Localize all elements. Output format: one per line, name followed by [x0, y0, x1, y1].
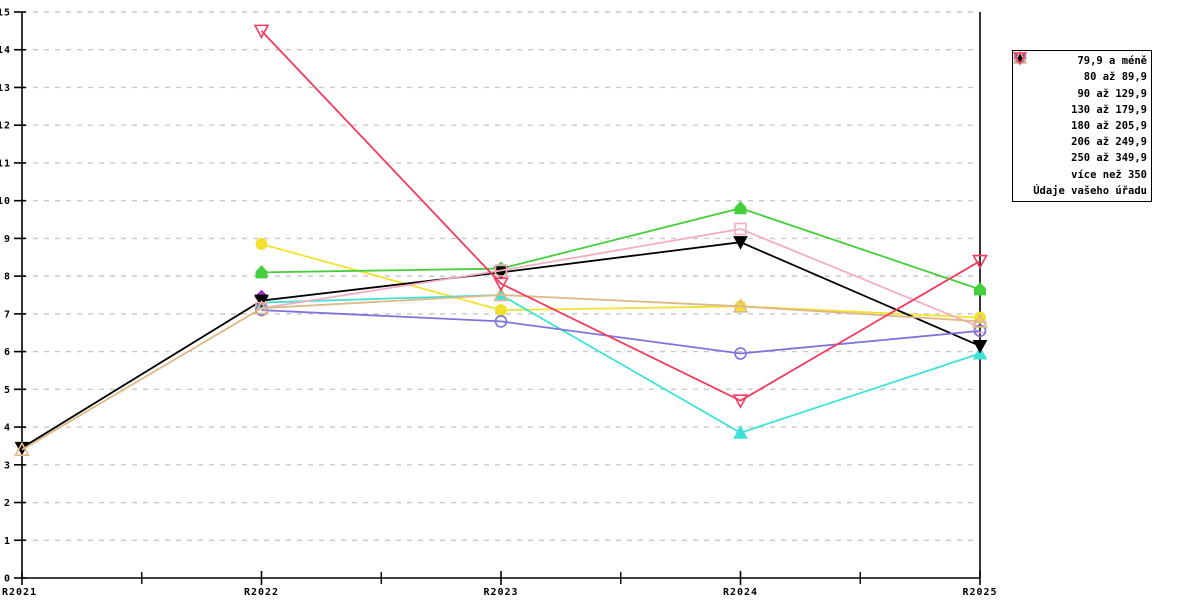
- legend-item-label: 80 až 89,9: [1083, 71, 1147, 84]
- series-line-3: [261, 207, 981, 291]
- series-2-marker: [733, 425, 748, 439]
- series-5-marker: [494, 264, 508, 277]
- legend-item: 250 až 349,9: [1014, 52, 1147, 166]
- series-line-7: [21, 294, 981, 451]
- y-tick-label: 3: [4, 460, 11, 471]
- legend-item: Údaje vašeho úřadu: [1013, 52, 1147, 199]
- series-8-marker: [493, 277, 509, 292]
- series-8-marker: [972, 254, 988, 270]
- legend-box: 79,9 a méně 80 až 89,9 90 až 129,9 130 až 1…: [1012, 50, 1152, 202]
- legend-item-label: více než 350: [1071, 168, 1147, 181]
- y-tick-label: 12: [0, 121, 11, 132]
- x-tick-label: R2021: [2, 587, 37, 598]
- legend-item-label: 250 až 349,9: [1071, 152, 1147, 165]
- series-7-marker: [14, 441, 30, 457]
- legend-item: 130 až 179,9: [1014, 51, 1147, 118]
- y-tick-label: 1: [4, 536, 11, 547]
- series-1-marker: [495, 304, 507, 317]
- legend-item-label: 206 až 249,9: [1071, 136, 1147, 149]
- series-1-marker: [255, 238, 268, 251]
- y-tick-label: 4: [4, 423, 11, 434]
- series-8-marker: [732, 394, 749, 409]
- series-line-1: [261, 243, 981, 319]
- y-tick-label: 11: [0, 158, 11, 169]
- legend-item-label: 90 až 129,9: [1077, 87, 1147, 100]
- legend-item: 206 až 249,9: [1014, 52, 1147, 150]
- y-tick-label: 14: [0, 45, 11, 56]
- legend-item-label: 79,9 a méně: [1077, 55, 1147, 68]
- legend-item: 90 až 129,9: [1013, 51, 1147, 101]
- series-6-marker: [734, 347, 747, 360]
- x-tick-label: R2025: [962, 587, 997, 598]
- legend-item: 180 až 205,9: [1013, 52, 1147, 134]
- series-line-2: [261, 294, 981, 434]
- series-5-marker: [734, 222, 747, 236]
- series-6-marker: [255, 303, 268, 317]
- y-tick-label: 8: [4, 272, 11, 283]
- y-tick-label: 10: [0, 196, 11, 207]
- legend-item-label: 130 až 179,9: [1071, 103, 1147, 116]
- series-7-marker: [972, 313, 988, 328]
- series-3-marker: [734, 200, 747, 215]
- x-tick-label: R2024: [723, 587, 758, 598]
- legend-item: více než 350: [1013, 51, 1147, 183]
- y-tick-label: 9: [4, 234, 11, 245]
- series-8-marker: [253, 24, 270, 40]
- series-line-8: [260, 30, 981, 402]
- y-tick-label: 6: [4, 347, 11, 358]
- y-tick-label: 13: [0, 83, 11, 94]
- legend-item-label: Údaje vašeho úřadu: [1033, 184, 1147, 197]
- series-line-5: [261, 228, 981, 328]
- y-tick-label: 5: [4, 385, 11, 396]
- legend-item: 79,9 a méně: [1013, 51, 1147, 69]
- series-3-marker: [974, 282, 986, 296]
- y-tick-label: 2: [4, 498, 11, 509]
- series-7-marker: [493, 286, 509, 302]
- x-tick-label: R2022: [244, 587, 279, 598]
- legend-item-label: 180 až 205,9: [1071, 120, 1147, 132]
- y-tick-label: 7: [4, 309, 11, 320]
- series-line-6: [261, 309, 981, 355]
- series-7-marker: [732, 298, 749, 313]
- series-4-marker: [733, 236, 748, 250]
- series-6-marker: [973, 324, 987, 338]
- series-4-marker: [972, 339, 988, 354]
- series-6-marker: [494, 315, 508, 328]
- series-7-marker: [253, 300, 270, 315]
- y-tick-label: 15: [0, 8, 11, 19]
- series-3-marker: [255, 265, 268, 279]
- y-tick-label: 0: [4, 574, 11, 585]
- x-tick-label: R2023: [483, 587, 518, 598]
- triangle-down-marker-icon: [1013, 52, 1027, 65]
- legend-item: 80 až 89,9: [1014, 52, 1147, 85]
